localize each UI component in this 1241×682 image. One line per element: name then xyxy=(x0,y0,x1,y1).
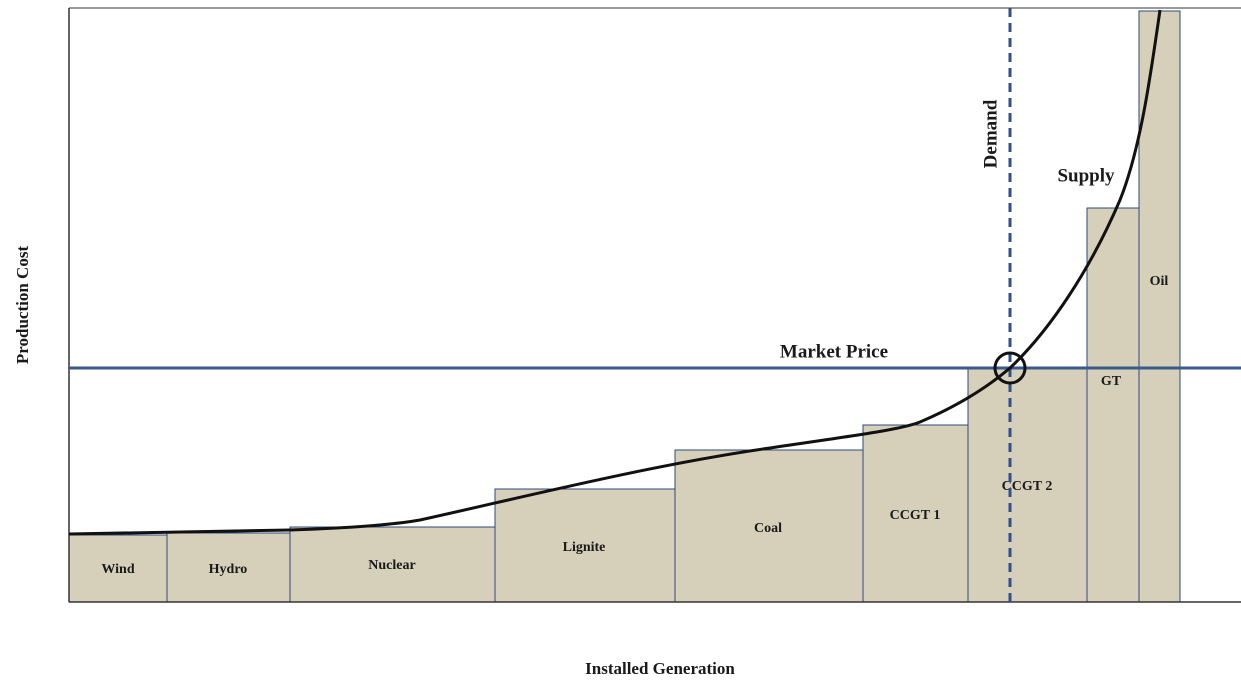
block-label: Lignite xyxy=(563,540,606,555)
equilibrium-marker xyxy=(993,351,1027,385)
y-axis-label: Production Cost xyxy=(13,246,32,365)
block-label: GT xyxy=(1101,374,1122,389)
block-lignite xyxy=(494,488,676,603)
demand-label: Demand xyxy=(980,99,1001,168)
block-label: CCGT 2 xyxy=(1002,479,1053,494)
block-coal xyxy=(674,449,864,603)
block-label: Nuclear xyxy=(368,558,415,573)
block-wind xyxy=(68,534,168,603)
market-price-label: Market Price xyxy=(780,341,888,362)
block-ccgt2 xyxy=(967,368,1088,603)
block-label: Wind xyxy=(101,562,134,577)
block-label: CCGT 1 xyxy=(890,508,941,523)
block-hydro xyxy=(166,532,291,603)
block-label: Oil xyxy=(1150,274,1169,289)
block-label: Hydro xyxy=(209,562,248,577)
block-gt xyxy=(1086,207,1140,603)
block-nuclear xyxy=(289,526,496,603)
x-axis-label: Installed Generation xyxy=(585,659,735,678)
supply-curve xyxy=(68,9,1162,536)
supply-label: Supply xyxy=(1057,165,1115,186)
block-label: Coal xyxy=(754,521,782,536)
block-ccgt1 xyxy=(862,424,969,603)
